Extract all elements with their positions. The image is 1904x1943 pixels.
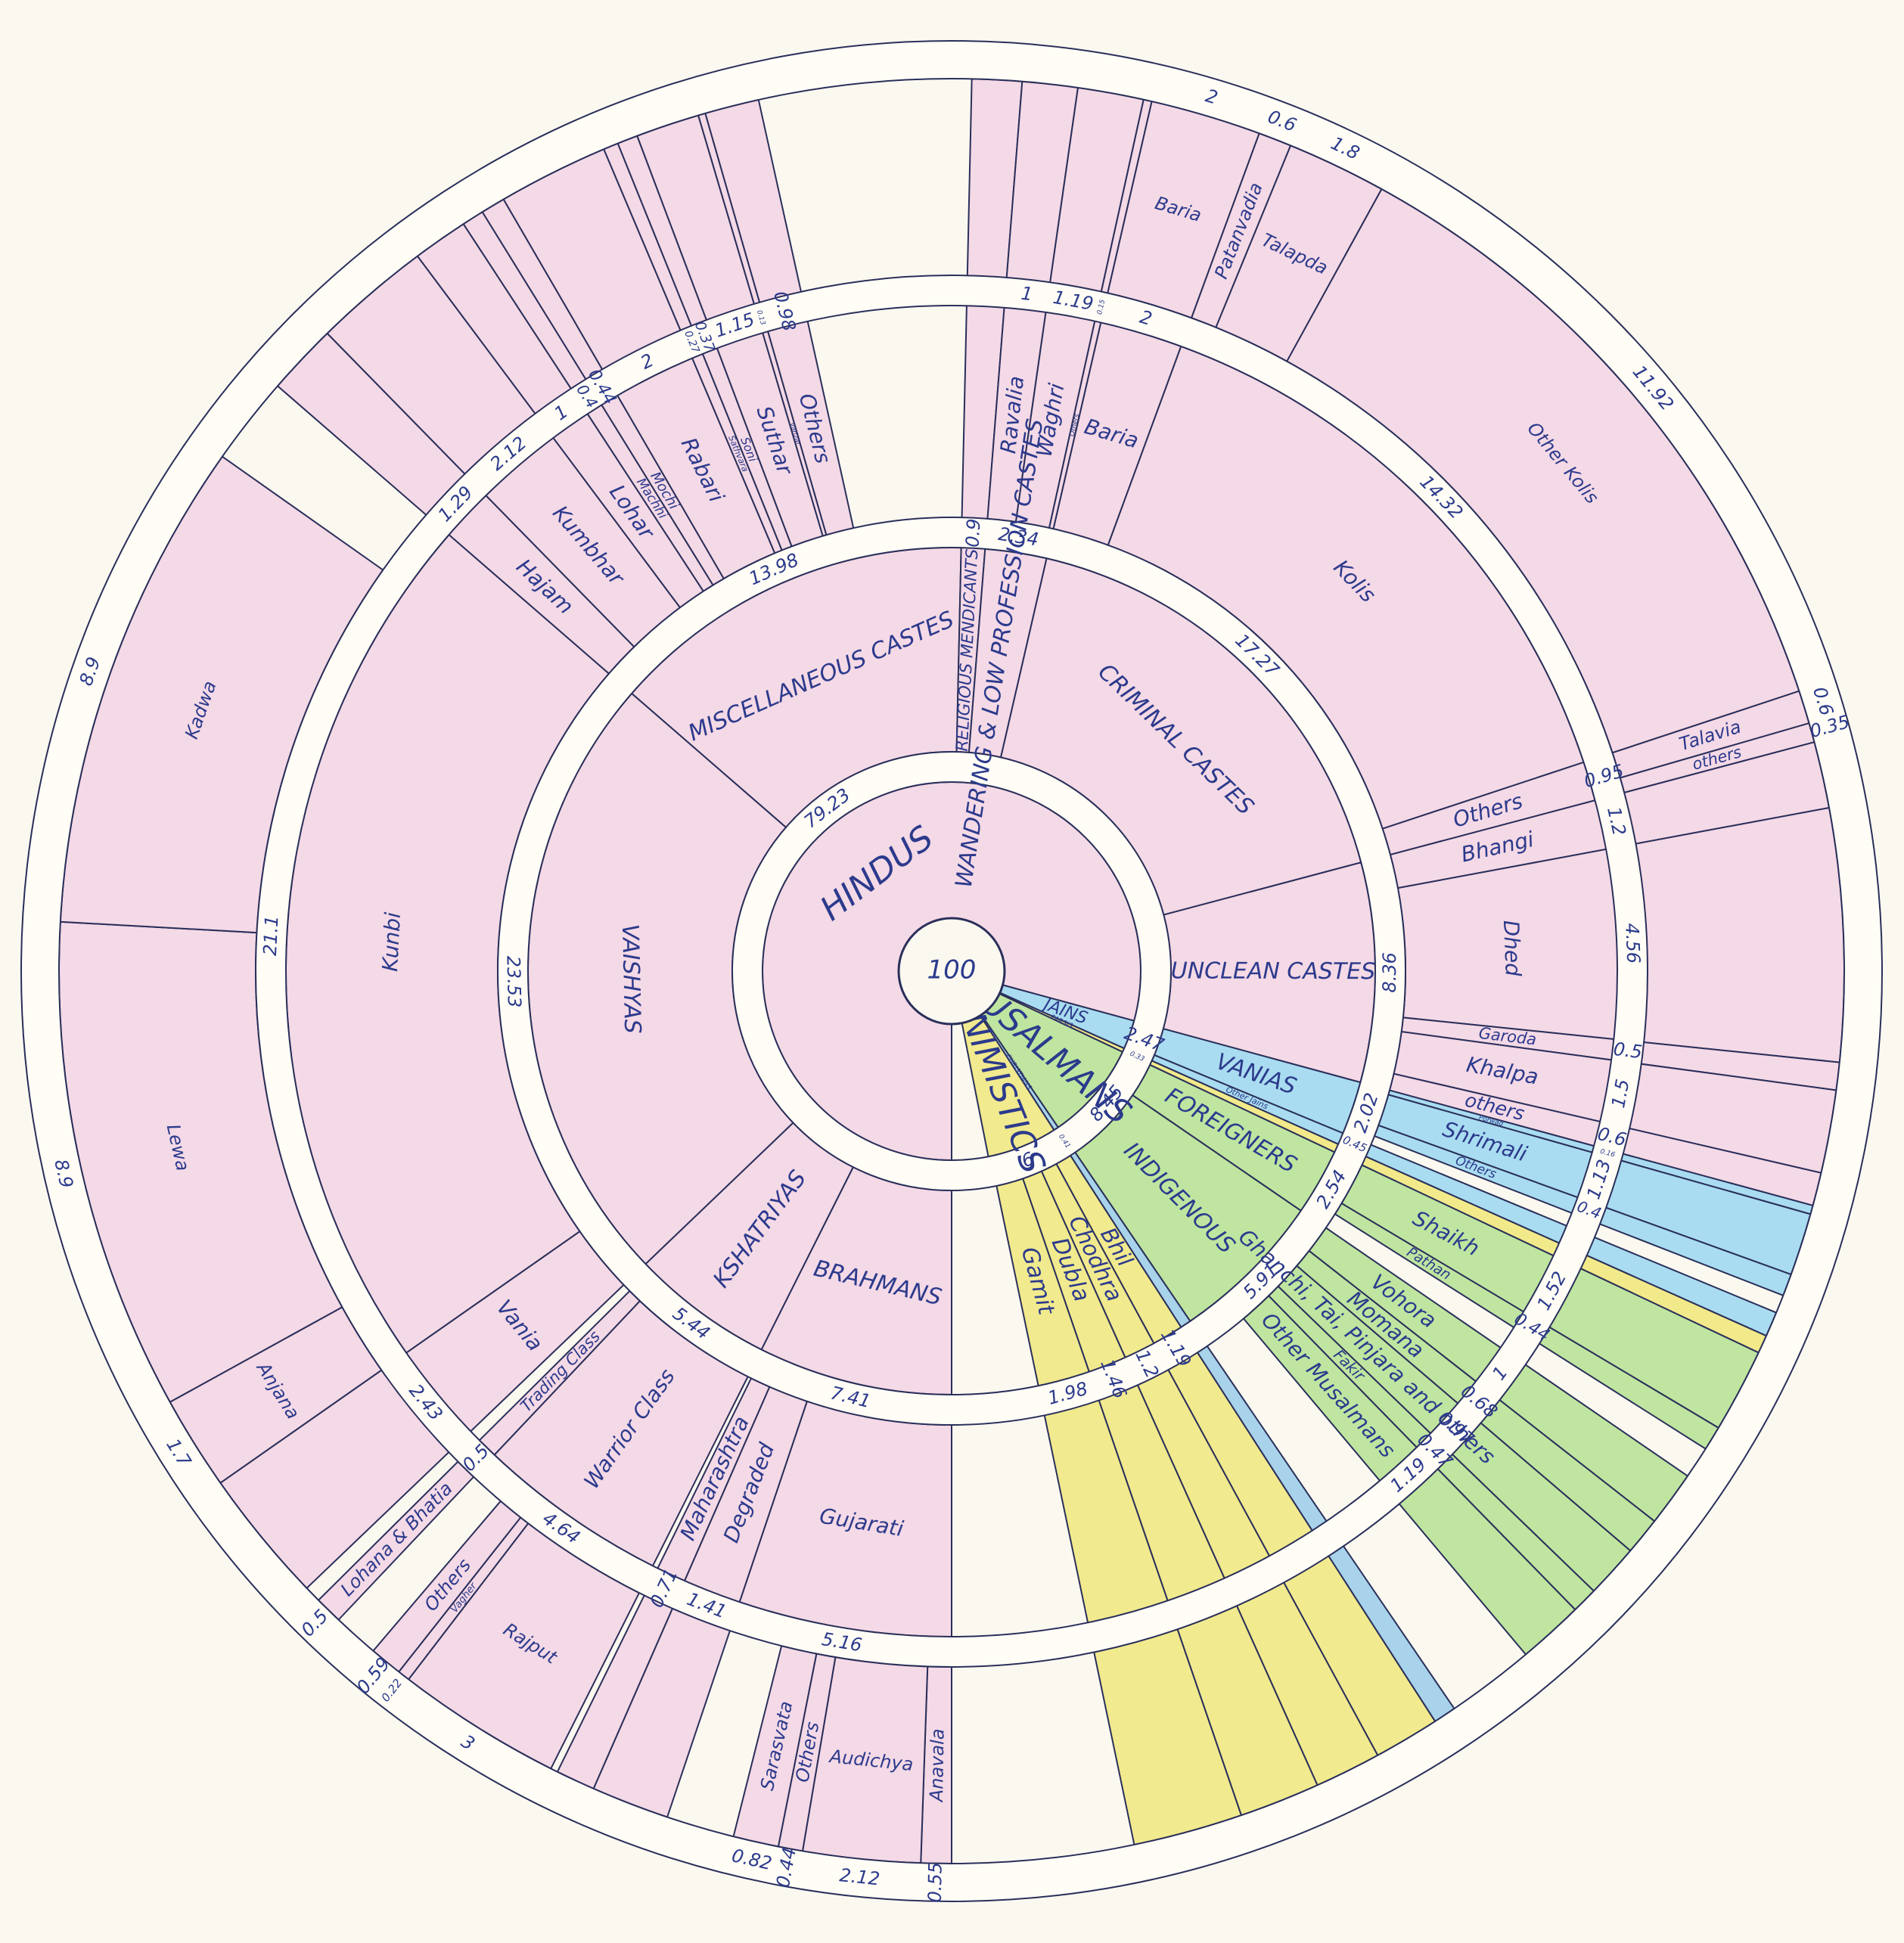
segment-label: VAISHYAS: [617, 923, 645, 1034]
segment-label: Anavala: [926, 1728, 949, 1803]
segment-label: Kunbi: [377, 911, 405, 972]
value-label: 21.1: [259, 915, 283, 957]
band-ring: [21, 41, 1882, 1901]
center-total: 100: [927, 955, 977, 985]
segment-label: Dhed: [1499, 920, 1526, 977]
value-label: 8.36: [1379, 952, 1400, 993]
rings: HINDUS79.23BRAHMANS7.41Gujarati5.16Anava…: [20, 40, 1883, 1903]
center-circle: [897, 917, 1006, 1026]
value-label: 0.9: [962, 518, 985, 548]
value-bands: [20, 40, 1883, 1902]
value-label: 0.5: [1612, 1038, 1643, 1063]
value-label: 23.53: [502, 955, 525, 1007]
value-label: 2.12: [838, 1864, 881, 1889]
band-edge: [731, 751, 1172, 1191]
band-edge: [285, 305, 1618, 1637]
band-edge: [497, 517, 1406, 1426]
value-label: 0.15: [1096, 299, 1107, 315]
band-edge: [255, 275, 1648, 1668]
band-edge: [20, 40, 1883, 1902]
value-label: 2: [1203, 85, 1220, 108]
value-label: 1.5: [1607, 1077, 1633, 1110]
band-edge: [762, 781, 1141, 1161]
value-label: 2: [1137, 306, 1154, 330]
band-ring: [256, 275, 1648, 1667]
band-edge: [527, 547, 1376, 1395]
value-label: 0.55: [924, 1862, 946, 1903]
value-label: 4.56: [1621, 923, 1644, 964]
band-edge: [58, 78, 1845, 1864]
value-label: 1: [1020, 283, 1033, 306]
band-ring: [732, 752, 1171, 1190]
band-ring: [498, 517, 1405, 1425]
segment-label: UNCLEAN CASTES: [1171, 958, 1375, 985]
